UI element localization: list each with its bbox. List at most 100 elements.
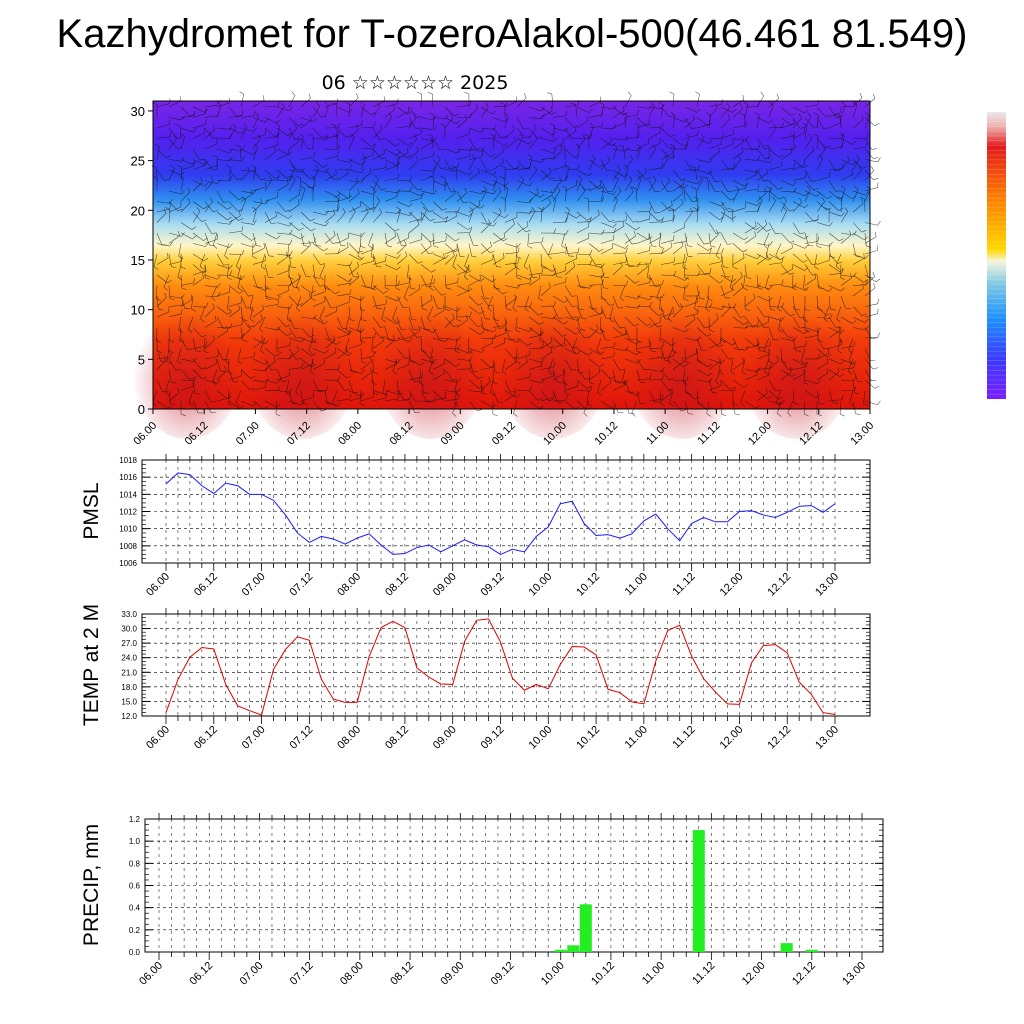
wind-barb	[816, 243, 830, 247]
wind-barb	[372, 127, 380, 140]
wind-barb-flag	[420, 192, 425, 197]
wind-barb	[192, 181, 203, 192]
wind-barb-flag	[337, 205, 340, 211]
wind-barb	[672, 193, 684, 202]
wind-barb	[623, 146, 626, 160]
wind-barb	[636, 125, 640, 139]
wind-barb-flag	[613, 190, 617, 195]
wind-barb-flag	[679, 305, 685, 308]
wind-barb-flag	[229, 149, 233, 154]
wind-barb-flag	[746, 277, 752, 279]
wind-barb-flag	[743, 384, 749, 388]
wind-barb-flag	[651, 101, 655, 106]
wind-barb	[372, 212, 382, 223]
wind-barb-flag	[572, 346, 578, 349]
wind-barb-flag	[757, 144, 761, 150]
wind-barb	[156, 208, 170, 213]
wind-barb	[778, 316, 782, 330]
wind-barb	[852, 97, 863, 108]
wind-barb-flag	[780, 256, 785, 261]
wind-barb	[586, 390, 590, 404]
wind-barb	[384, 327, 389, 341]
wind-barb	[648, 316, 658, 328]
wind-barb-flag	[247, 166, 250, 171]
wind-barb	[768, 98, 779, 108]
wind-barb	[348, 369, 362, 374]
wind-barb-flag	[261, 178, 267, 181]
wind-barb	[672, 203, 684, 213]
wind-barb	[300, 337, 314, 343]
wind-barb-flag	[360, 256, 365, 261]
wind-barb	[216, 105, 222, 118]
wind-barb	[348, 181, 359, 192]
wind-barb-flag	[310, 175, 316, 179]
wind-barb	[432, 159, 442, 170]
wind-barb-flag	[180, 133, 185, 137]
wind-barb	[420, 348, 430, 359]
wind-barb	[360, 157, 367, 171]
wind-barb-flag	[453, 188, 456, 194]
wind-barb	[468, 306, 480, 315]
wind-barb	[504, 362, 516, 370]
wind-barb	[612, 122, 626, 129]
wind-barb-flag	[529, 302, 533, 307]
wind-barb-flag	[459, 255, 465, 258]
wind-barb	[204, 239, 218, 244]
wind-barb	[432, 373, 445, 381]
wind-barb-flag	[673, 214, 675, 220]
wind-barb-flag	[253, 110, 256, 116]
wind-barb-flag	[294, 123, 298, 129]
wind-barb	[660, 239, 674, 244]
wind-barb-flag	[559, 144, 565, 147]
wind-barb	[756, 148, 766, 159]
wind-barb	[480, 223, 491, 234]
wind-barb	[264, 232, 277, 240]
wind-barb	[432, 138, 440, 150]
wind-barb-flag	[877, 182, 879, 188]
wind-barb	[227, 390, 230, 404]
wind-barb	[228, 400, 240, 409]
wind-barb	[528, 278, 541, 286]
wind-barb-flag	[840, 360, 845, 365]
wind-barb	[756, 138, 765, 150]
wind-barb	[384, 159, 397, 166]
wind-barb	[455, 167, 458, 181]
wind-barb	[624, 232, 633, 245]
wind-barb	[564, 148, 575, 158]
wind-barb-flag	[658, 245, 664, 249]
wind-barb-flag	[417, 261, 423, 264]
wind-barb	[372, 285, 384, 294]
wind-barb-flag	[587, 352, 593, 356]
wind-barb-flag	[177, 146, 183, 149]
wind-barb-flag	[873, 367, 878, 370]
wind-barb-flag	[500, 196, 506, 200]
wind-barb	[732, 379, 744, 388]
wind-barb-flag	[727, 207, 733, 210]
wind-barb	[648, 321, 661, 328]
wind-barb-flag	[625, 257, 628, 263]
wind-barb	[768, 190, 780, 200]
wind-barb	[480, 106, 489, 118]
wind-barb	[204, 129, 215, 139]
wind-barb	[275, 400, 278, 414]
wind-barb	[348, 97, 359, 108]
wind-barb-flag	[536, 136, 542, 139]
wind-barb-flag	[817, 330, 819, 336]
wind-barb	[840, 199, 843, 213]
wind-barb	[696, 327, 707, 337]
wind-barb	[684, 353, 697, 360]
wind-barb	[768, 222, 776, 234]
wind-barb	[156, 201, 170, 204]
wind-barb-flag	[840, 277, 845, 280]
wind-barb-flag	[444, 308, 450, 312]
wind-barb	[432, 257, 445, 265]
wind-barb-flag	[863, 236, 869, 241]
wind-barb-flag	[427, 134, 433, 137]
wind-barb-flag	[359, 403, 365, 406]
wind-barb-flag	[479, 274, 481, 280]
wind-barb	[588, 214, 600, 223]
wind-barb-flag	[302, 403, 308, 405]
wind-barb-flag	[286, 332, 292, 336]
wind-barb	[528, 400, 540, 409]
